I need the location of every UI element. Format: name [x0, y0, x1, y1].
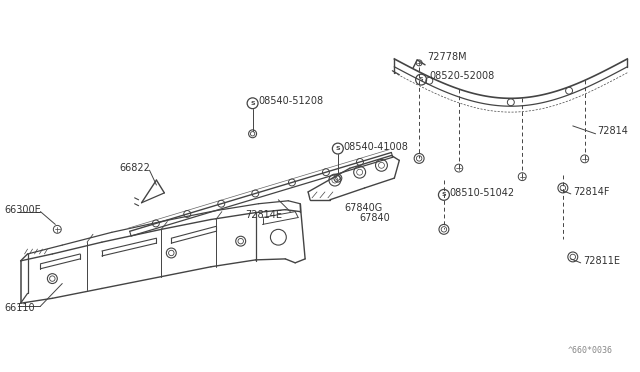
Text: 66110: 66110: [4, 303, 35, 313]
Text: 08540-51208: 08540-51208: [259, 96, 324, 106]
Text: 72814: 72814: [598, 126, 628, 136]
Text: 08540-41008: 08540-41008: [344, 142, 409, 152]
Text: 08510-51042: 08510-51042: [450, 188, 515, 198]
Text: S: S: [335, 146, 340, 151]
Text: 72814F: 72814F: [573, 187, 609, 197]
Text: 67840: 67840: [360, 212, 390, 222]
Text: ^660*0036: ^660*0036: [568, 346, 613, 355]
Text: 72814E: 72814E: [246, 209, 283, 219]
Text: 08520-52008: 08520-52008: [429, 71, 494, 81]
Text: S: S: [250, 101, 255, 106]
Text: S: S: [419, 77, 424, 82]
Text: 66300E: 66300E: [4, 205, 42, 215]
Text: 66822: 66822: [120, 163, 150, 173]
Text: 72778M: 72778M: [427, 52, 467, 62]
Text: 72811E: 72811E: [582, 256, 620, 266]
Text: S: S: [442, 192, 446, 198]
Text: 67840G: 67840G: [345, 203, 383, 213]
